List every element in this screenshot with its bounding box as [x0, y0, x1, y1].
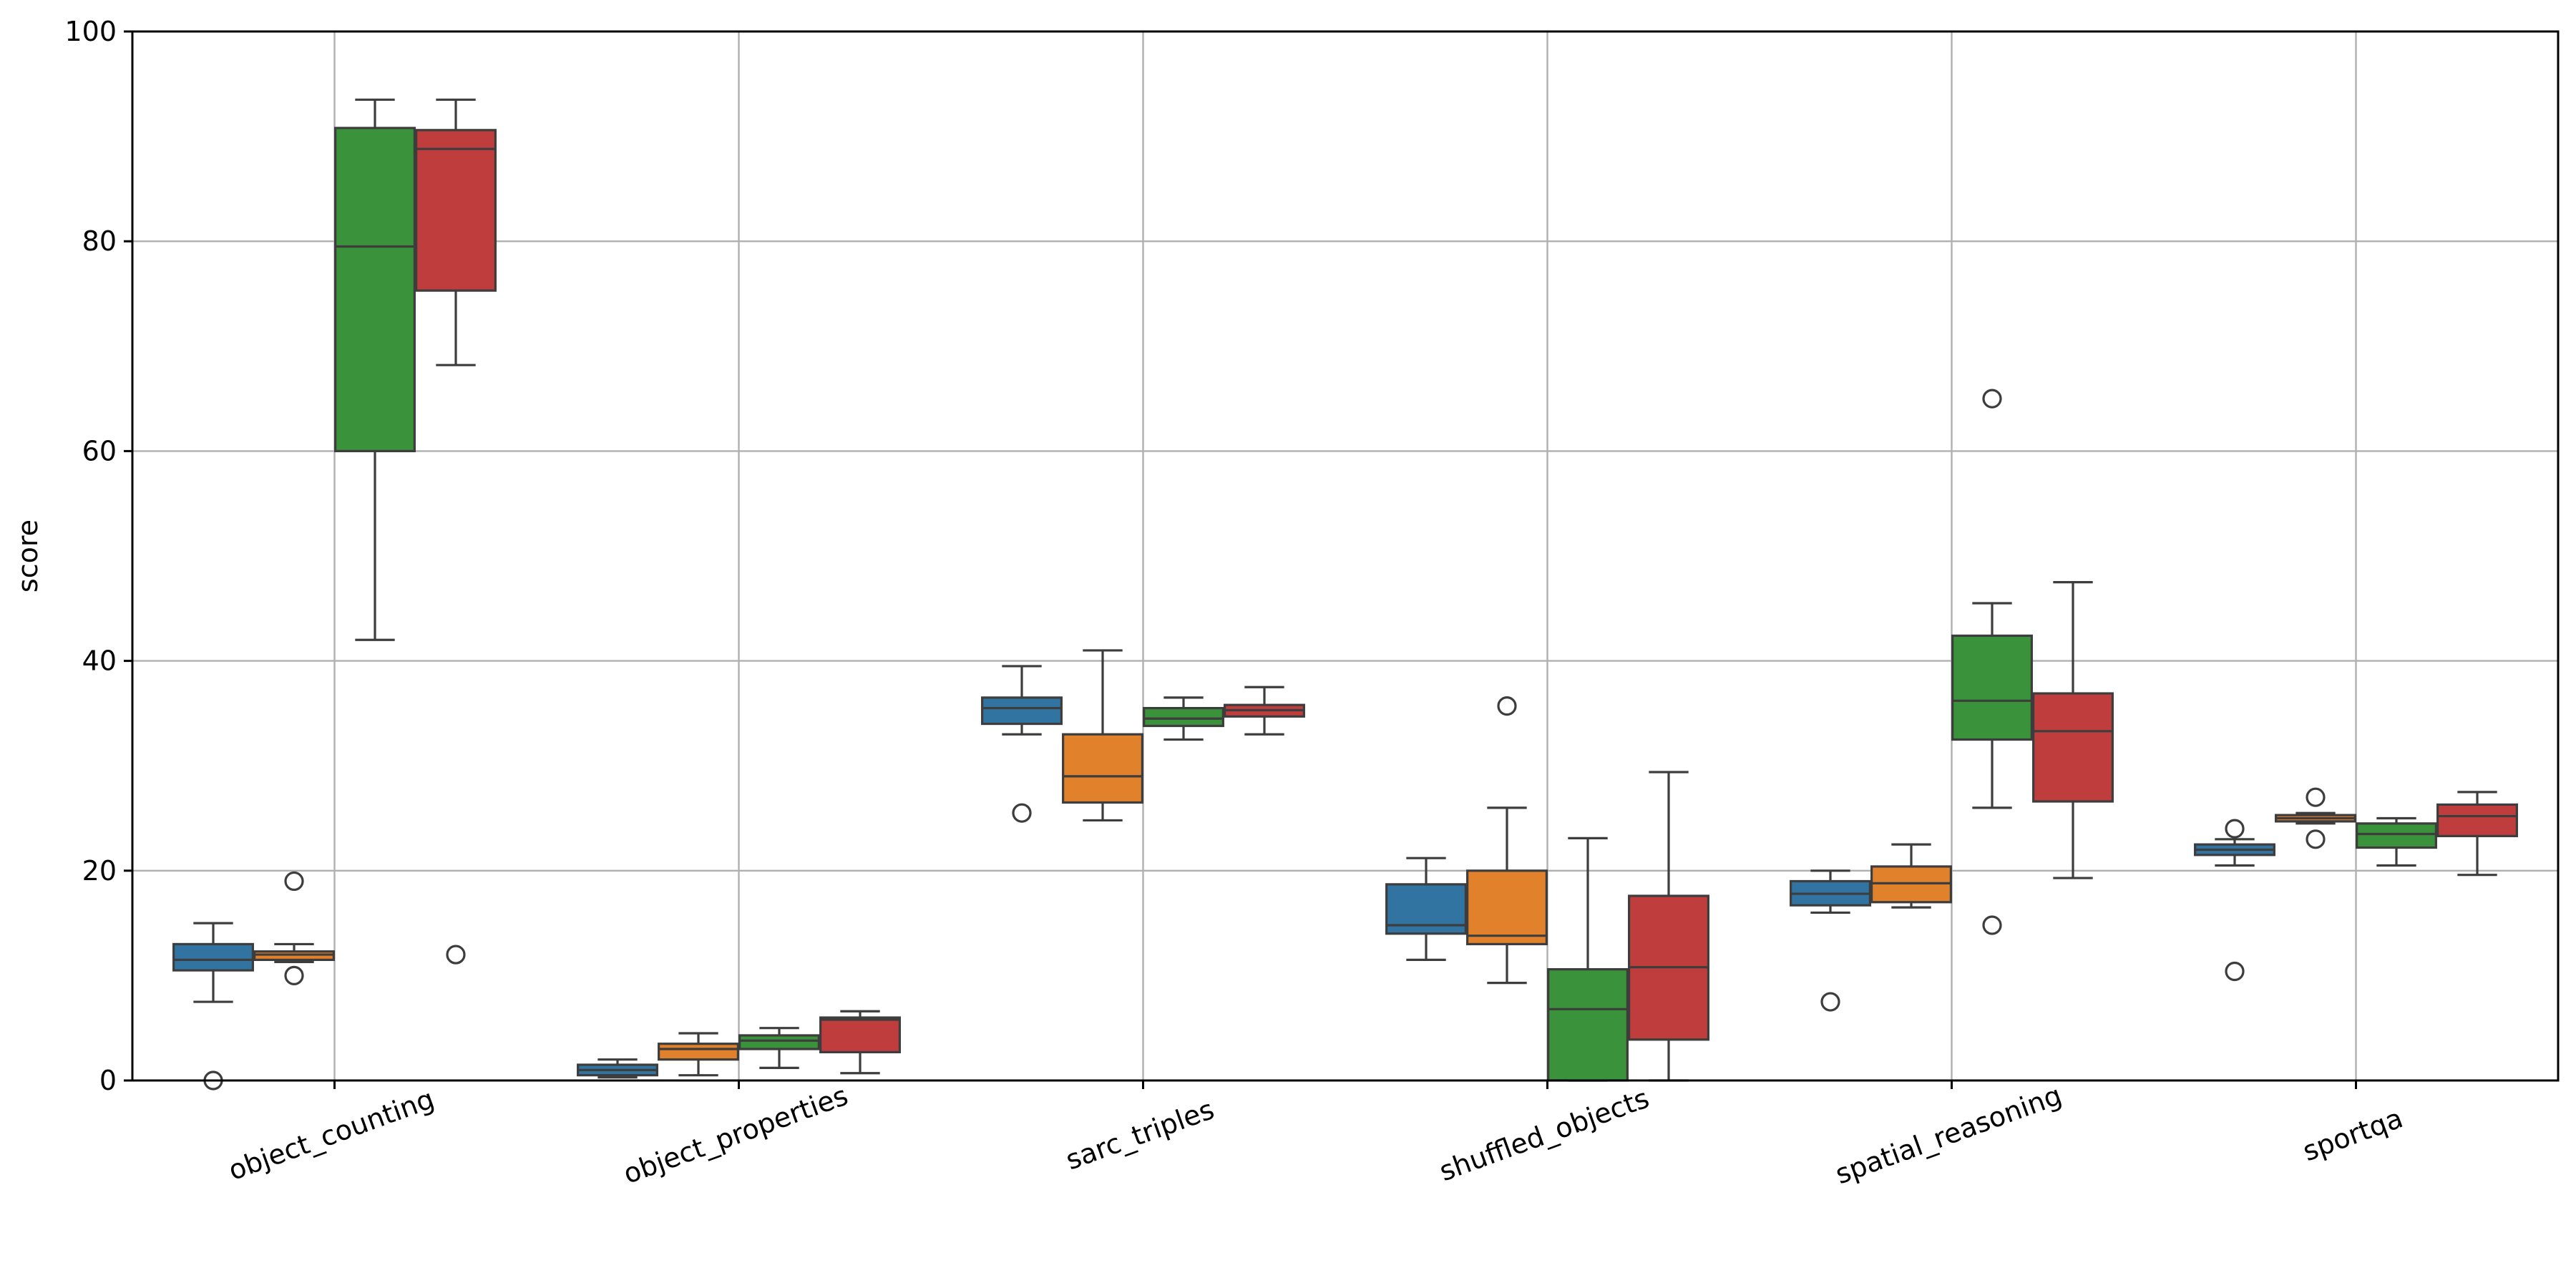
box-object_counting-series-3 — [334, 98, 416, 641]
y-tick-label: 20 — [82, 855, 117, 887]
outlier-point — [2225, 961, 2245, 982]
box-object_properties-series-1 — [577, 1058, 658, 1079]
x-tick-label: shuffled_objects — [1435, 1082, 1654, 1187]
outlier-point — [284, 871, 304, 892]
outlier-point — [284, 965, 304, 986]
box-body — [738, 1034, 820, 1050]
box-object_properties-series-3 — [738, 1027, 820, 1070]
box-body — [2436, 803, 2518, 838]
box-body — [1062, 733, 1143, 804]
box-body — [415, 129, 497, 292]
y-tick-label: 100 — [64, 16, 117, 47]
outlier-point — [1982, 915, 2002, 935]
box-object_counting-series-2 — [253, 871, 335, 986]
x-tick-label: object_properties — [619, 1080, 852, 1190]
x-tick-label: sarc_triples — [1062, 1093, 1219, 1176]
x-tick-label: sportqa — [2298, 1102, 2406, 1167]
box-spatial_reasoning-series-2 — [1870, 843, 1952, 909]
box-object_counting-series-4 — [415, 98, 497, 965]
box-spatial_reasoning-series-3 — [1951, 389, 2033, 935]
box-body — [1143, 706, 1224, 728]
box-body — [819, 1016, 901, 1054]
box-body — [2356, 822, 2437, 849]
x-axis: object_counting object_properties sarc_tri… — [225, 1079, 2407, 1190]
outlier-point — [1497, 696, 1517, 716]
box-shuffled_objects-series-3 — [1547, 836, 1629, 1082]
box-body — [1466, 869, 1548, 946]
box-body — [981, 696, 1063, 726]
y-axis-label: score — [12, 519, 44, 592]
box-sarc_triples-series-3 — [1143, 696, 1224, 741]
x-tick-label: spatial_reasoning — [1831, 1079, 2066, 1190]
box-sarc_triples-series-1 — [981, 665, 1063, 823]
y-tick-label: 80 — [82, 225, 117, 257]
box-shuffled_objects-series-2 — [1466, 696, 1548, 985]
outlier-point — [2306, 787, 2326, 807]
box-sarc_triples-series-2 — [1062, 649, 1143, 822]
box-sarc_triples-series-4 — [1224, 686, 1305, 736]
box-spatial_reasoning-series-4 — [2032, 581, 2114, 879]
box-body — [334, 127, 416, 453]
y-axis: 0 20 40 60 80 100 — [64, 16, 132, 1096]
y-tick-label: 0 — [99, 1065, 117, 1096]
outlier-point — [1820, 992, 1840, 1012]
plot-frame — [131, 30, 2560, 1082]
box-body — [1547, 968, 1629, 1082]
box-plot-series — [172, 98, 2518, 1091]
x-tick-label: object_counting — [225, 1083, 439, 1186]
outlier-point — [1012, 803, 1032, 823]
box-object_properties-series-4 — [819, 1010, 901, 1075]
y-tick-label: 60 — [82, 435, 117, 467]
outlier-point — [2225, 819, 2245, 839]
box-body — [2032, 692, 2114, 803]
box-object_properties-series-2 — [658, 1032, 739, 1077]
box-sportqa-series-2 — [2275, 787, 2356, 849]
outlier-point — [1982, 389, 2002, 409]
box-shuffled_objects-series-1 — [1385, 857, 1467, 962]
box-shuffled_objects-series-4 — [1628, 771, 1709, 1082]
y-tick-label: 40 — [82, 645, 117, 677]
box-sportqa-series-3 — [2356, 816, 2437, 867]
box-sportqa-series-4 — [2436, 791, 2518, 877]
box-object_counting-series-1 — [172, 922, 254, 1091]
outlier-point — [2306, 829, 2326, 849]
box-spatial_reasoning-series-1 — [1790, 869, 1871, 1012]
box-sportqa-series-1 — [2194, 819, 2275, 982]
outlier-point — [446, 945, 466, 965]
box-body — [172, 942, 254, 972]
box-body — [1951, 634, 2033, 741]
box-body — [658, 1043, 739, 1061]
